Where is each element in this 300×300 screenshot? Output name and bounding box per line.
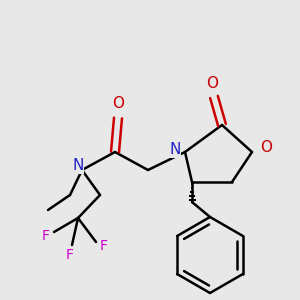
Text: N: N: [169, 142, 181, 158]
Text: N: N: [72, 158, 84, 173]
Text: F: F: [100, 239, 108, 253]
Text: F: F: [66, 248, 74, 262]
Text: O: O: [112, 97, 124, 112]
Text: O: O: [260, 140, 272, 155]
Text: O: O: [206, 76, 218, 91]
Text: F: F: [42, 229, 50, 243]
